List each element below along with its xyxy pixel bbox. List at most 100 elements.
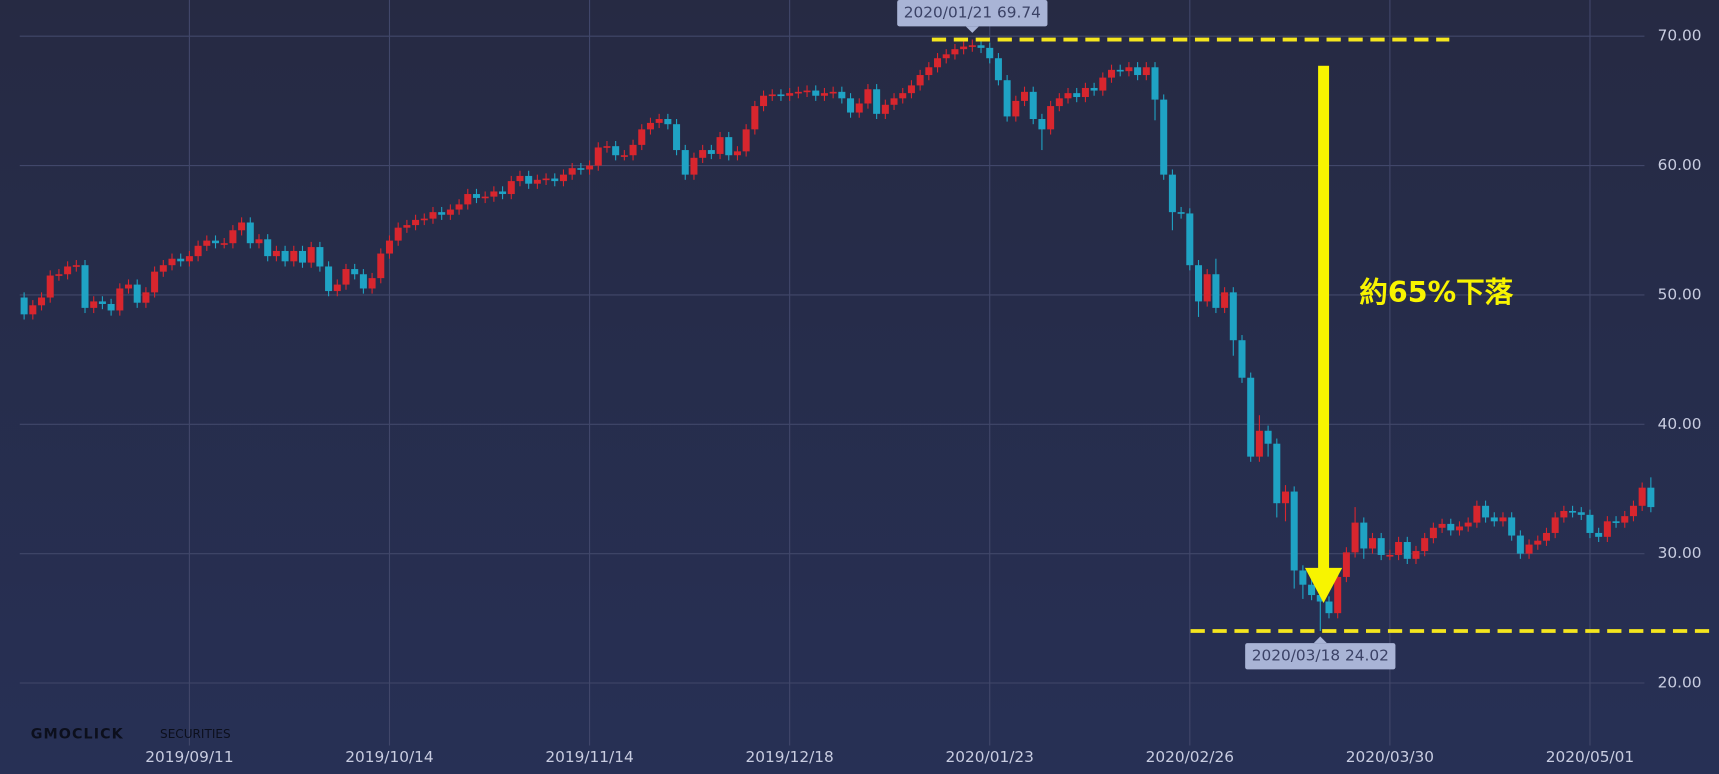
candle-body (90, 301, 98, 308)
candle-body (994, 58, 1002, 81)
callout: 2020/01/21 69.74 (897, 0, 1048, 33)
candle-body (125, 284, 133, 289)
candle-body (1342, 552, 1350, 577)
candle-body (1586, 514, 1594, 533)
candle-body (1055, 98, 1063, 107)
candle-body (742, 129, 750, 152)
candle-body (64, 266, 72, 275)
candle-body (290, 250, 298, 262)
candle-body (1003, 80, 1011, 117)
candle-body (1577, 512, 1585, 515)
y-tick-label: 40.00 (1658, 415, 1702, 433)
candle-body (733, 151, 741, 156)
candle-body (107, 303, 115, 311)
candle-body (1508, 517, 1516, 536)
callout-box (897, 0, 1048, 27)
candle-body (1368, 538, 1376, 549)
candle-body (446, 209, 454, 215)
candle-body (1273, 443, 1281, 504)
candle-body (751, 106, 759, 130)
candle-body (1108, 69, 1116, 78)
callout-pointer (965, 26, 979, 33)
candle-body (168, 258, 176, 266)
callout-pointer (1313, 636, 1327, 644)
candle-body (951, 49, 959, 55)
candle-body (377, 253, 385, 279)
candle-body (899, 93, 907, 99)
candle-body (238, 222, 246, 231)
candle-body (916, 75, 924, 86)
watermark-brand: GMOCLICK (31, 727, 124, 743)
candle-body (699, 150, 707, 158)
candle-body (116, 288, 124, 311)
candle-body (1134, 67, 1142, 76)
candle-body (760, 95, 768, 107)
candle-body (1603, 521, 1611, 537)
candle-body (655, 119, 663, 123)
candle-body (412, 219, 420, 226)
candle-body (1560, 510, 1568, 518)
y-tick-label: 60.00 (1658, 156, 1702, 174)
candle-body (1299, 570, 1307, 585)
candle-body (1647, 487, 1655, 508)
candle-body (151, 271, 159, 293)
candle-body (681, 150, 689, 175)
candle-body (864, 89, 872, 104)
candle-body (438, 212, 446, 215)
candle-body (838, 91, 846, 99)
x-tick-label: 2020/03/30 (1346, 748, 1434, 766)
watermark-sub: SECURITIES (160, 727, 231, 741)
candle-body (1551, 517, 1559, 533)
candle-body (46, 275, 54, 298)
candle-body (1482, 505, 1490, 518)
candle-body (264, 239, 272, 257)
annotations: 2020/01/21 69.74 2020/03/18 24.02 約65%下落 GM… (31, 0, 1711, 743)
candle-body (1073, 93, 1081, 98)
candle-body (1203, 274, 1211, 302)
candle-body (29, 305, 37, 315)
candle-body (1403, 542, 1411, 559)
candle-body (316, 247, 324, 267)
candle-body (1569, 510, 1577, 513)
candle-body (1081, 87, 1089, 98)
candle-body (542, 178, 550, 181)
candle-body (1612, 521, 1620, 523)
candle-body (394, 227, 402, 241)
candle-body (368, 278, 376, 289)
candle-body (1490, 517, 1498, 522)
candle-body (98, 301, 106, 304)
x-tick-label: 2020/01/23 (946, 748, 1034, 766)
grid: 20.00 30.00 40.00 50.00 60.00 70.00 2019/09/11… (19, 0, 1702, 766)
candle-body (159, 265, 167, 272)
candle-body (1308, 584, 1316, 596)
candle-body (977, 45, 985, 48)
candle-body (464, 194, 472, 205)
candle-body (481, 196, 489, 199)
candle-body (490, 191, 498, 197)
candle-body (1412, 551, 1420, 559)
drop-arrow-shaft (1318, 65, 1330, 571)
candle-body (768, 94, 776, 97)
candle-body (1047, 106, 1055, 130)
candle-body (603, 146, 611, 148)
candle-body (777, 94, 785, 97)
candle-body (1473, 505, 1481, 523)
candle-body (177, 258, 185, 262)
candle-body (1229, 292, 1237, 341)
candle-body (1438, 523, 1446, 528)
candle-body (81, 265, 89, 308)
candle-body (847, 98, 855, 113)
candle-body (220, 243, 228, 245)
candles (20, 39, 1655, 632)
drop-arrow-head (1304, 567, 1343, 603)
candle-body (325, 266, 333, 292)
candle-body (690, 157, 698, 175)
candle-body (1629, 505, 1637, 517)
candle-body (455, 204, 463, 210)
candle-body (829, 91, 837, 94)
candle-body (403, 225, 411, 228)
candle-body (646, 122, 654, 130)
candle-body (1377, 538, 1385, 555)
candle-body (359, 274, 367, 289)
candle-body (1255, 430, 1263, 457)
